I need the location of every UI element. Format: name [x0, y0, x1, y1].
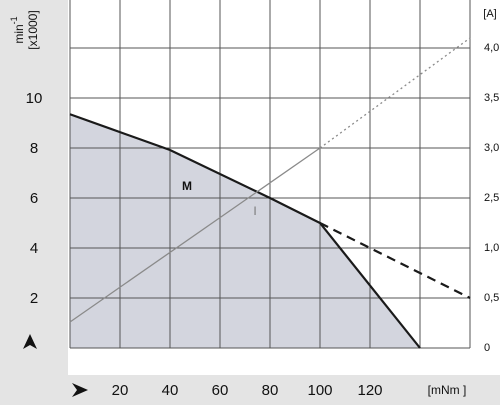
y-axis-label: min-1 [x1000]	[9, 10, 40, 49]
y-tick-label: 2	[30, 290, 38, 307]
x-arrow	[72, 383, 88, 397]
x-tick-label: 60	[212, 382, 229, 399]
y-tick-label: 8	[30, 140, 38, 157]
y-tick-label: 10	[26, 90, 43, 107]
y-unit: min-1	[9, 16, 26, 43]
y2-tick-label: 1,0	[484, 242, 499, 254]
y2-tick-label: 0	[484, 342, 490, 354]
series-line	[319, 222, 471, 299]
x-tick-label: 120	[357, 382, 382, 399]
y2-tick-label: 2,5	[484, 192, 499, 204]
series-line	[319, 37, 471, 149]
series-line	[69, 113, 421, 349]
series-line	[69, 147, 321, 323]
area	[70, 114, 420, 348]
bottom-band	[0, 375, 500, 405]
series-label: M	[182, 179, 192, 193]
x-tick-label: 40	[162, 382, 179, 399]
plot: MI	[69, 0, 471, 349]
x-axis-label: [mNm ]	[428, 383, 467, 397]
y-arrow	[23, 334, 37, 349]
left-band	[0, 0, 68, 405]
x-tick-label: 80	[262, 382, 279, 399]
y2-axis-label: [A]	[483, 8, 496, 20]
y2-tick-label: 3,0	[484, 142, 499, 154]
y-scale: [x1000]	[26, 10, 40, 49]
x-tick-label: 100	[307, 382, 332, 399]
y2-tick-label: 3,5	[484, 92, 499, 104]
y-unit-exp: -1	[9, 16, 19, 24]
y-tick-label: 6	[30, 190, 38, 207]
series-label: I	[253, 204, 256, 218]
y-unit-base: min	[12, 24, 26, 43]
y2-tick-label: 4,0	[484, 42, 499, 54]
y2-tick-label: 0,5	[484, 292, 499, 304]
x-tick-label: 20	[112, 382, 129, 399]
y-tick-label: 4	[30, 240, 38, 257]
